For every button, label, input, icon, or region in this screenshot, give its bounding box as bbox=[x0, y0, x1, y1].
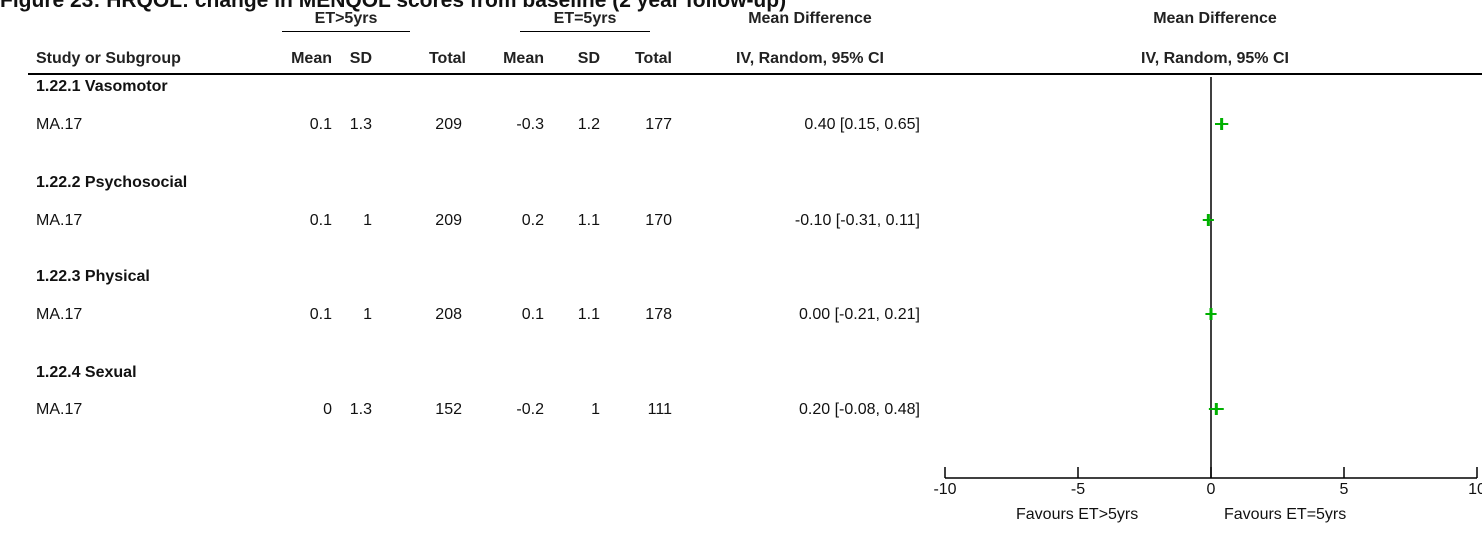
ci-text: -0.10 [-0.31, 0.11] bbox=[794, 212, 920, 229]
mean2-header: Mean bbox=[503, 50, 544, 67]
mean1: 0.1 bbox=[309, 116, 332, 133]
group2-underline bbox=[520, 31, 650, 32]
sd1: 1 bbox=[363, 306, 372, 323]
mean2: 0.1 bbox=[521, 306, 544, 323]
sd1: 1.3 bbox=[349, 116, 372, 133]
mean2: 0.2 bbox=[521, 212, 544, 229]
total1: 209 bbox=[435, 116, 462, 133]
total1: 152 bbox=[435, 401, 462, 418]
sd2-header: SD bbox=[577, 50, 600, 67]
header-rule bbox=[28, 73, 1482, 75]
total2-header: Total bbox=[634, 50, 672, 67]
study-name: MA.17 bbox=[36, 306, 83, 323]
x-tick-label: 10 bbox=[1468, 481, 1482, 498]
x-tick-label: 5 bbox=[1340, 481, 1349, 498]
sd2: 1.1 bbox=[577, 306, 600, 323]
favours-right-label: Favours ET=5yrs bbox=[1224, 506, 1347, 523]
group1-underline bbox=[282, 31, 410, 32]
plot-header-line1: Mean Difference bbox=[1153, 10, 1277, 27]
sd2: 1.2 bbox=[577, 116, 600, 133]
mean1: 0 bbox=[323, 401, 332, 418]
point-estimate-marker bbox=[1206, 214, 1210, 226]
study-header: Study or Subgroup bbox=[36, 50, 181, 67]
total1: 209 bbox=[435, 212, 462, 229]
sd1: 1.3 bbox=[349, 401, 372, 418]
total1: 208 bbox=[435, 306, 462, 323]
mean1: 0.1 bbox=[309, 212, 332, 229]
point-estimate-marker bbox=[1220, 118, 1224, 130]
total1-header: Total bbox=[428, 50, 466, 67]
mean2: -0.2 bbox=[516, 401, 544, 418]
x-tick-label: 0 bbox=[1207, 481, 1216, 498]
subgroup-label: 1.22.2 Psychosocial bbox=[36, 174, 188, 191]
plot-header-line2: IV, Random, 95% CI bbox=[1141, 50, 1289, 67]
total2: 111 bbox=[647, 401, 672, 418]
total2: 177 bbox=[645, 116, 672, 133]
point-estimate-marker bbox=[1214, 403, 1218, 415]
point-estimate-marker bbox=[1209, 308, 1213, 320]
figure-title: Figure 23: HRQOL: change in MENQOL score… bbox=[0, 0, 787, 12]
subgroup-label: 1.22.4 Sexual bbox=[36, 364, 137, 381]
x-tick-label: -10 bbox=[933, 481, 956, 498]
md-header-line2: IV, Random, 95% CI bbox=[736, 50, 884, 67]
subgroup-label: 1.22.1 Vasomotor bbox=[36, 78, 168, 95]
study-name: MA.17 bbox=[36, 401, 83, 418]
group2-header: ET=5yrs bbox=[553, 10, 617, 27]
favours-left-label: Favours ET>5yrs bbox=[1016, 506, 1139, 523]
mean1-header: Mean bbox=[291, 50, 332, 67]
mean2: -0.3 bbox=[516, 116, 544, 133]
md-header-line1: Mean Difference bbox=[748, 10, 872, 27]
sd1-header: SD bbox=[349, 50, 372, 67]
ci-text: 0.00 [-0.21, 0.21] bbox=[799, 306, 920, 323]
subgroup-label: 1.22.3 Physical bbox=[36, 268, 150, 285]
total2: 170 bbox=[645, 212, 672, 229]
group1-header: ET>5yrs bbox=[314, 10, 378, 27]
sd2: 1 bbox=[591, 401, 600, 418]
study-name: MA.17 bbox=[36, 212, 83, 229]
x-tick-label: -5 bbox=[1071, 481, 1085, 498]
ci-text: 0.40 [0.15, 0.65] bbox=[804, 116, 920, 133]
total2: 178 bbox=[645, 306, 672, 323]
ci-text: 0.20 [-0.08, 0.48] bbox=[799, 401, 920, 418]
sd1: 1 bbox=[363, 212, 372, 229]
sd2: 1.1 bbox=[577, 212, 600, 229]
mean1: 0.1 bbox=[309, 306, 332, 323]
study-name: MA.17 bbox=[36, 116, 83, 133]
